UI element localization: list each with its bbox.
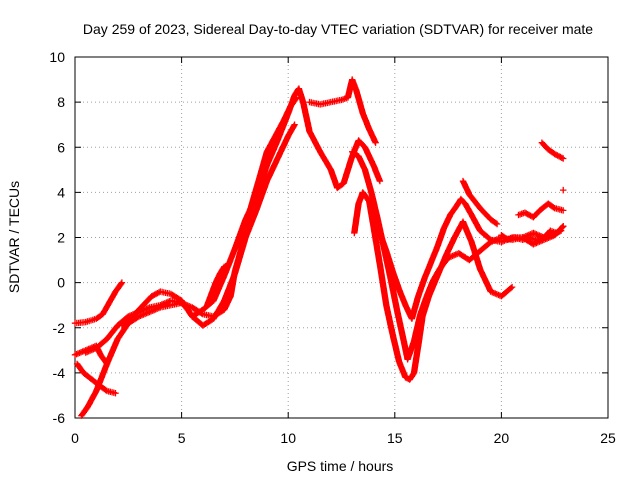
data-series-15 [560,186,567,194]
data-series-11 [459,177,501,228]
data-series-12 [515,200,567,221]
y-tick-label: 10 [49,49,65,65]
data-series-7 [306,76,379,146]
y-tick-label: -4 [53,365,66,381]
y-tick-label: 6 [57,139,65,155]
y-tick-label: 4 [57,184,65,200]
data-series-3 [78,94,300,419]
y-axis-label: SDTVAR / TECUs [6,181,22,293]
data-series-5 [118,121,298,329]
y-axis: -6 -4 -2 0 2 4 6 8 10 [49,49,608,426]
y-tick-label: 0 [57,275,65,291]
data-series-0 [71,279,126,327]
x-tick-label: 25 [600,430,616,446]
x-tick-label: 0 [71,430,79,446]
x-tick-label: 15 [387,430,403,446]
y-tick-label: 8 [57,94,65,110]
data-series-6 [204,261,232,309]
data-series-13 [538,139,567,162]
x-axis-label: GPS time / hours [287,458,394,474]
chart-title: Day 259 of 2023, Sidereal Day-to-day VTE… [83,21,593,37]
x-tick-label: 5 [178,430,186,446]
y-tick-label: 2 [57,230,65,246]
x-axis: 0 5 10 15 20 25 [71,57,616,446]
data-series-4 [82,85,384,356]
y-tick-label: -2 [53,320,66,336]
x-tick-label: 20 [494,430,510,446]
x-tick-label: 10 [280,430,296,446]
data-series-14 [498,223,567,243]
y-tick-label: -6 [53,410,66,426]
data-points [71,76,567,419]
